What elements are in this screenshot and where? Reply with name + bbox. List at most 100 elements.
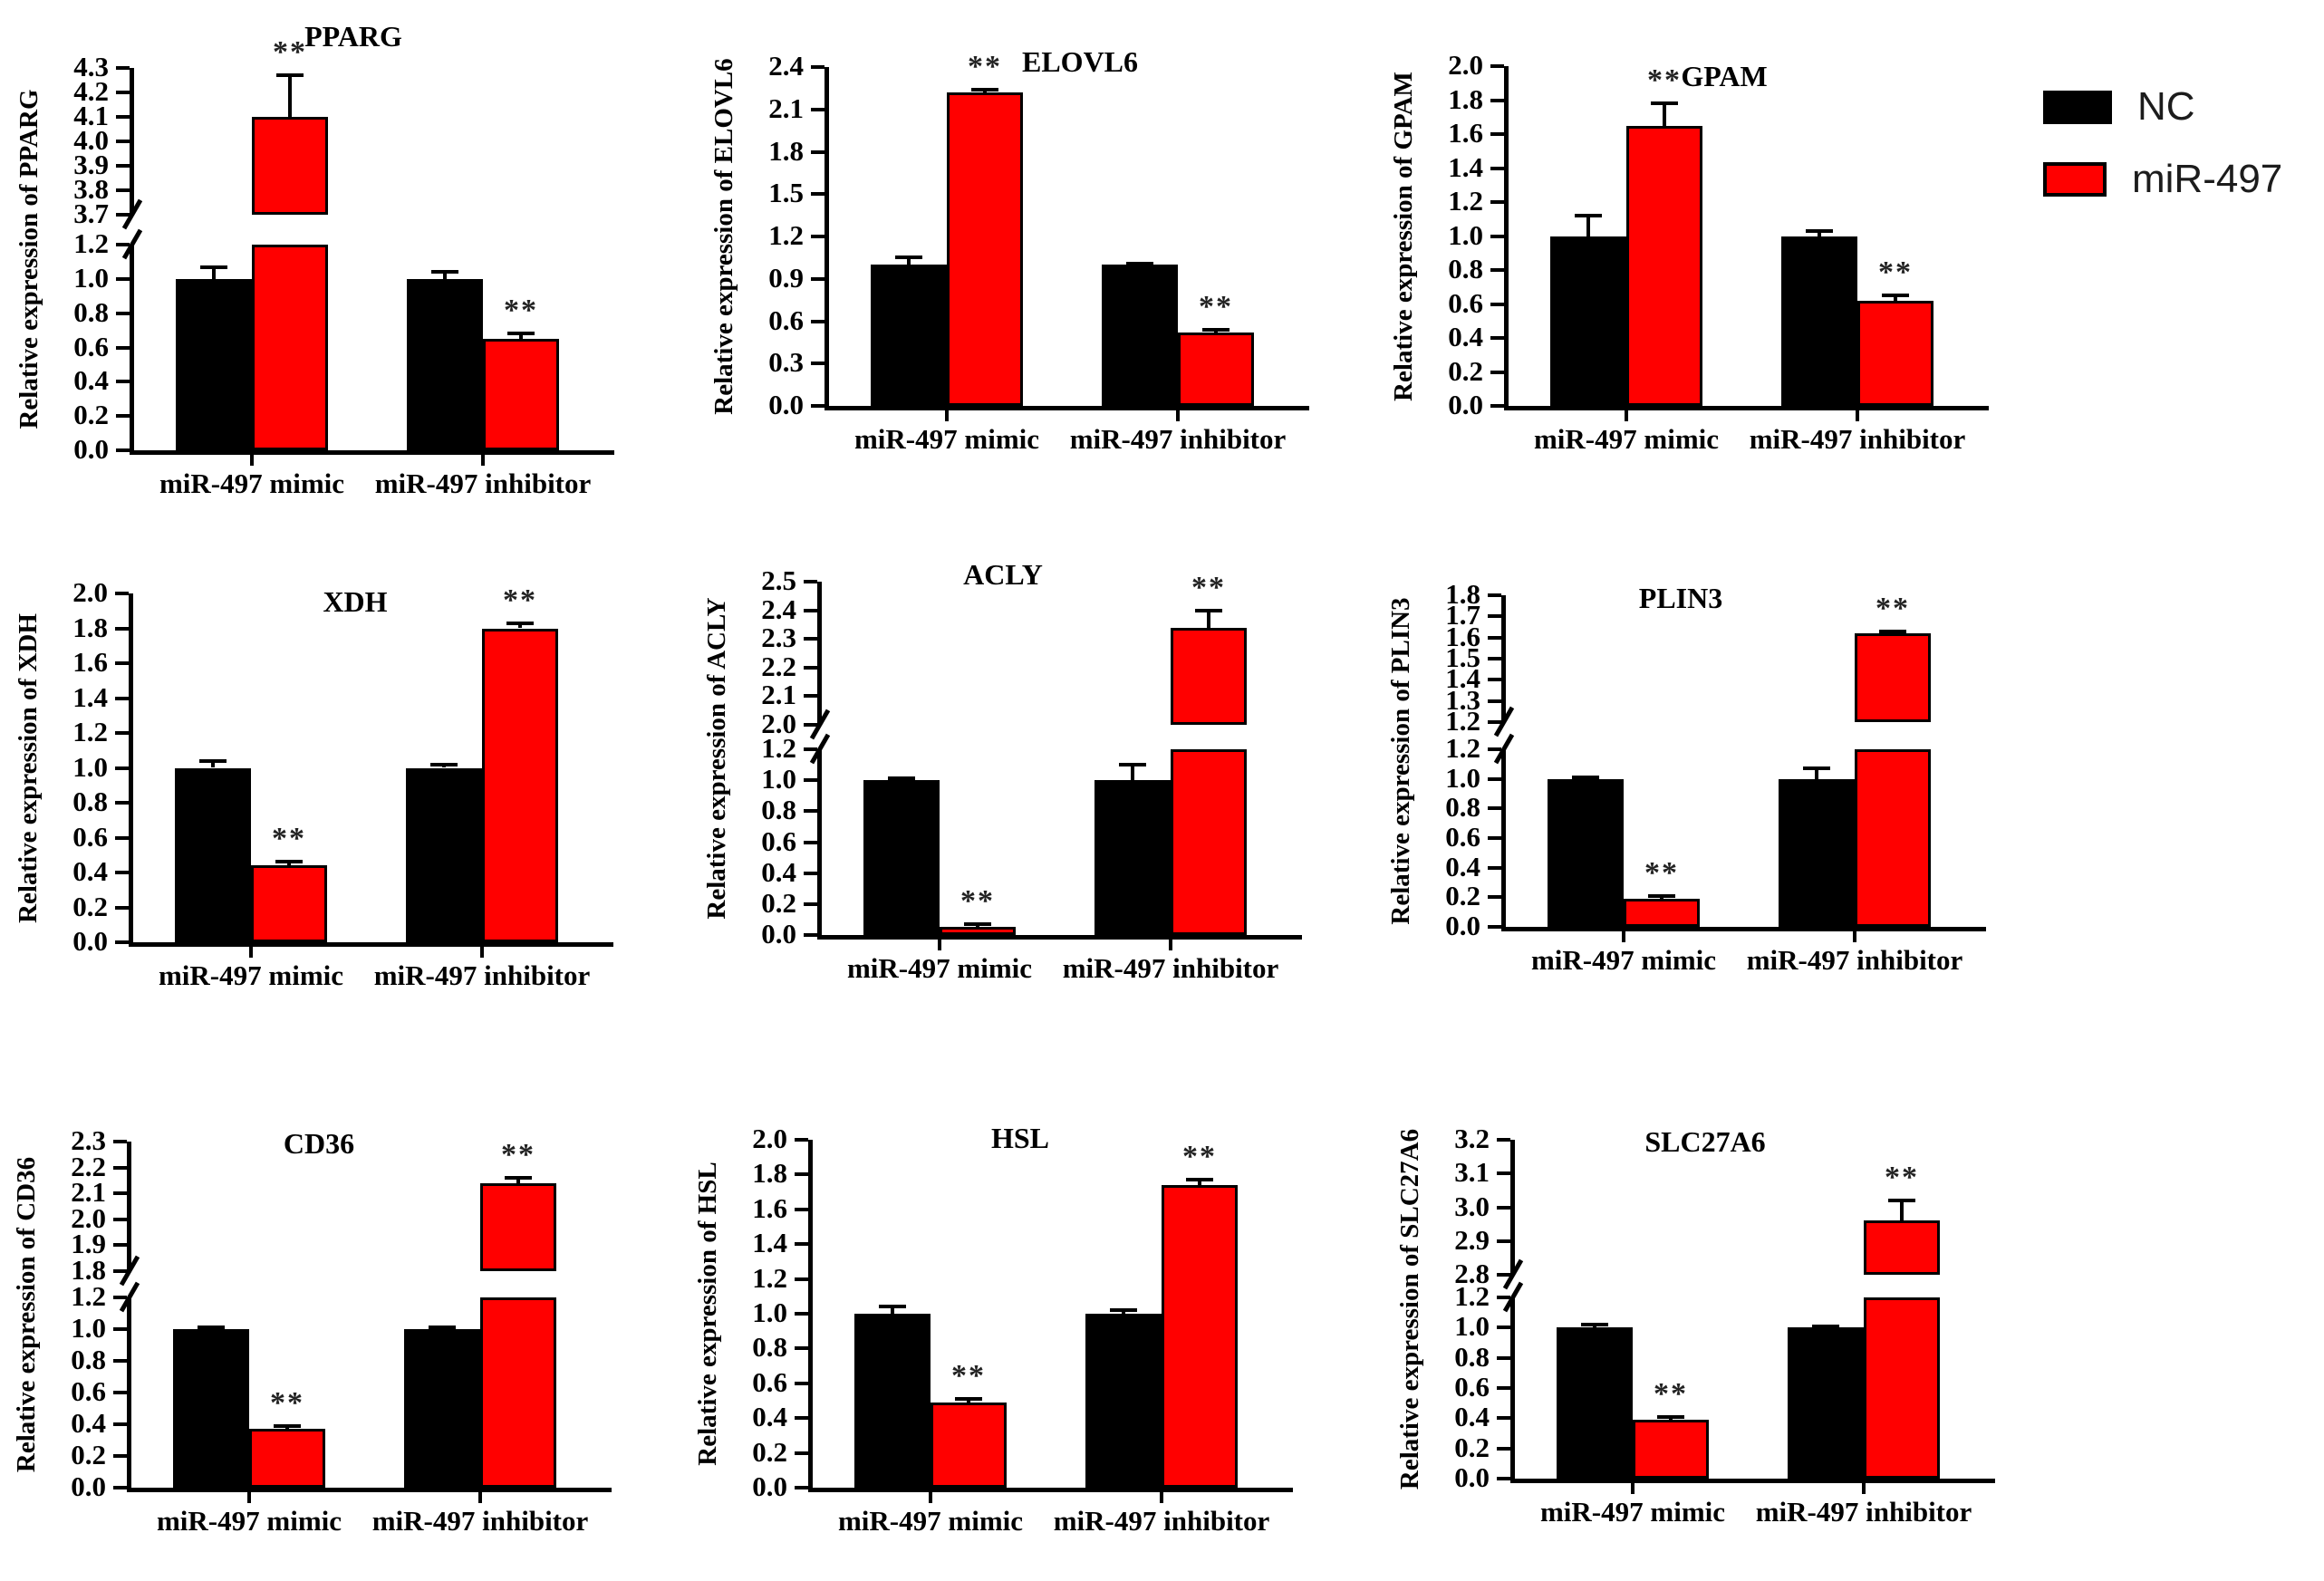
error-bar-cap (507, 332, 535, 336)
error-bar-stem (516, 1178, 520, 1183)
error-bar-cap (1119, 763, 1146, 767)
y-tick (795, 1242, 808, 1247)
bar (482, 628, 558, 942)
error-bar-stem (1586, 216, 1590, 236)
legend-swatch-nc (2043, 90, 2112, 124)
group-label: miR-497 mimic (837, 1505, 1024, 1537)
error-bar-cap (1806, 228, 1833, 233)
error-bar-cap (1575, 214, 1602, 217)
y-tick (115, 905, 129, 910)
y-tick-label: 4.0 (73, 124, 109, 156)
sig-stars: ** (1182, 1140, 1217, 1174)
error-bar-cap (1648, 893, 1675, 898)
group-label: miR-497 inhibitor (373, 959, 591, 991)
y-tick-label: 0.6 (72, 820, 108, 853)
chart-title: PLIN3 (1638, 582, 1723, 614)
y-tick-label: 0.2 (761, 886, 796, 919)
x-tick (1176, 410, 1180, 421)
y-tick-label: 0.0 (761, 918, 796, 950)
group-label: miR-497 mimic (156, 1505, 342, 1537)
y-tick (115, 626, 129, 631)
y-tick-label: 0.6 (752, 1365, 787, 1398)
y-tick (1497, 1386, 1510, 1390)
y-tick (804, 901, 817, 906)
y-tick (1488, 865, 1501, 870)
y-tick-label: 0.0 (752, 1470, 787, 1502)
y-tick (804, 608, 817, 612)
error-bar-stem (212, 266, 216, 279)
bar (1788, 1327, 1864, 1479)
y-tick (811, 192, 824, 197)
x-tick (250, 455, 254, 466)
y-tick (1497, 1171, 1510, 1176)
error-bar-cap (198, 1326, 225, 1330)
y-tick (1490, 200, 1504, 204)
y-tick (795, 1312, 808, 1316)
bar (1857, 300, 1933, 406)
error-bar-cap (1186, 1178, 1213, 1182)
chart-title: PPARG (304, 20, 402, 53)
y-tick-label: 1.4 (72, 680, 108, 713)
y-axis (824, 67, 829, 406)
y-tick (113, 1140, 127, 1143)
y-tick (116, 164, 130, 168)
x-axis (129, 942, 613, 947)
bar (1171, 627, 1247, 725)
y-tick-label: 1.4 (1448, 150, 1483, 183)
error-bar-cap (955, 1397, 982, 1402)
error-bar-stem (1900, 1200, 1904, 1221)
y-tick-label: 0.4 (73, 364, 109, 397)
chart-title: GPAM (1681, 60, 1768, 92)
error-bar-cap (1812, 1324, 1839, 1328)
y-tick (1488, 635, 1501, 640)
bar (406, 767, 482, 942)
group-label: miR-497 mimic (1530, 944, 1717, 976)
y-tick (811, 235, 824, 238)
x-tick (478, 1492, 482, 1503)
error-bar-stem (907, 257, 911, 265)
y-tick-label: 2.3 (761, 622, 796, 654)
bar (252, 245, 328, 450)
group-label: miR-497 mimic (159, 468, 345, 499)
error-bar-cap (895, 255, 922, 260)
chart-title: CD36 (283, 1127, 355, 1160)
sig-stars: ** (1885, 1161, 1919, 1195)
y-tick (116, 140, 130, 143)
bar (947, 92, 1023, 406)
sig-stars: ** (1644, 855, 1679, 890)
error-bar-stem (1663, 103, 1666, 126)
y-tick (113, 1422, 127, 1426)
x-axis (130, 450, 614, 455)
y-axis-upper (1501, 595, 1506, 722)
y-tick (1488, 776, 1501, 781)
y-tick-label: 1.2 (1454, 1280, 1490, 1312)
y-tick (811, 107, 824, 111)
bar (1085, 1314, 1162, 1488)
y-tick (115, 766, 129, 770)
group-label: miR-497 mimic (853, 423, 1040, 455)
y-axis-upper (1510, 1140, 1515, 1275)
y-tick (804, 778, 817, 783)
y-tick-label: 1.2 (752, 1261, 787, 1294)
y-tick-label: 2.5 (761, 564, 796, 596)
x-tick (938, 940, 941, 950)
y-tick (113, 1454, 127, 1458)
y-tick-label: 1.2 (71, 1280, 106, 1312)
y-tick (1497, 1326, 1510, 1330)
bar (1094, 780, 1171, 935)
bar (1864, 1297, 1940, 1479)
sig-stars: ** (951, 1359, 986, 1393)
x-tick (481, 455, 485, 466)
y-tick (804, 694, 817, 699)
x-tick (945, 410, 949, 421)
y-axis-upper (130, 68, 134, 215)
bar (931, 1402, 1007, 1488)
y-tick-label: 0.6 (73, 330, 109, 362)
y-tick (113, 1359, 127, 1363)
y-tick-label: 0.8 (1445, 791, 1480, 824)
bar (1550, 236, 1626, 406)
group-label: miR-497 inhibitor (1062, 952, 1279, 984)
group-label: miR-497 mimic (846, 952, 1033, 984)
y-tick (1490, 234, 1504, 238)
